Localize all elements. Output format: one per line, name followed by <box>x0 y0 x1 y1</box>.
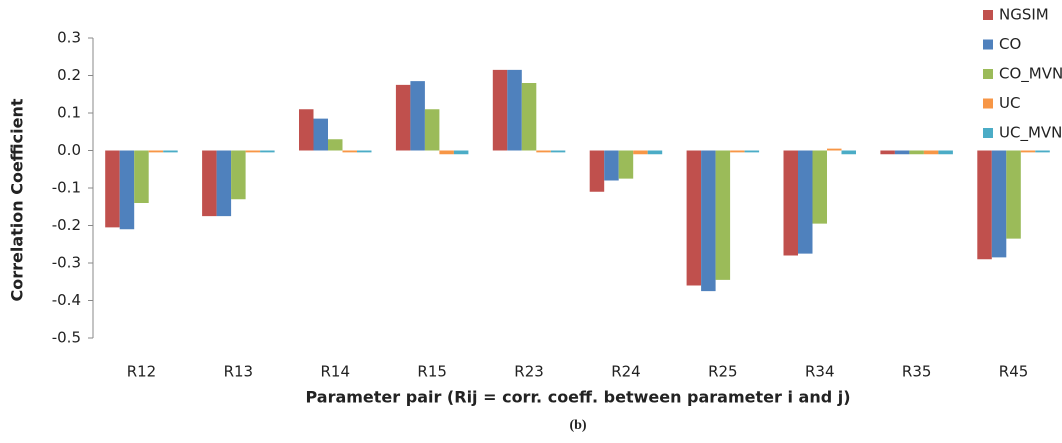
legend-label: UC <box>999 94 1020 112</box>
bar <box>686 150 702 286</box>
legend-swatch <box>983 39 993 50</box>
y-tick-label: -0.2 <box>52 216 81 234</box>
bar <box>1035 150 1050 153</box>
bar <box>357 150 372 153</box>
x-tick-label: R13 <box>224 363 254 381</box>
bar <box>938 150 953 155</box>
bar <box>827 148 842 151</box>
x-tick-label: R35 <box>902 363 932 381</box>
legend-swatch <box>983 98 993 109</box>
bar <box>395 84 411 151</box>
bar <box>991 150 1007 258</box>
bar <box>163 150 178 153</box>
legend-swatch <box>983 10 993 20</box>
legend-swatch <box>983 128 993 138</box>
x-tick-label: R23 <box>514 363 544 381</box>
x-tick-label: R25 <box>708 363 738 381</box>
legend-label: CO <box>999 35 1021 53</box>
bar <box>299 109 314 151</box>
y-tick-label: -0.5 <box>52 329 81 347</box>
bar <box>633 150 648 155</box>
bar <box>536 150 551 153</box>
bar <box>453 150 469 155</box>
bar <box>730 150 745 153</box>
bar <box>550 150 566 153</box>
x-tick-label: R12 <box>127 363 157 381</box>
bar <box>342 150 357 153</box>
bar <box>841 150 856 155</box>
y-tick-label: -0.3 <box>52 254 81 272</box>
bar <box>148 150 164 153</box>
y-axis-title: Correlation Coefficient <box>8 98 27 301</box>
x-axis-title: Parameter pair (Rij = corr. coeff. betwe… <box>305 388 850 407</box>
bar <box>134 150 149 203</box>
y-tick-label: 0.1 <box>57 104 81 122</box>
bar <box>894 150 910 155</box>
legend-label: CO_MVN <box>999 65 1062 84</box>
bar <box>410 81 425 151</box>
bar <box>880 150 895 155</box>
x-tick-label: R14 <box>320 363 350 381</box>
caption: (b) <box>569 418 586 433</box>
bar <box>521 83 537 151</box>
bar <box>313 118 328 151</box>
bar <box>604 150 619 181</box>
x-tick-label: R45 <box>999 363 1029 381</box>
y-tick-label: 0.2 <box>57 66 81 84</box>
bar <box>507 69 522 151</box>
bar <box>744 150 760 153</box>
bar <box>701 150 716 292</box>
legend-label: UC_MVN <box>999 124 1062 143</box>
y-tick-label: -0.4 <box>52 291 81 309</box>
bar <box>715 150 731 280</box>
bar <box>1006 150 1021 239</box>
bar <box>245 150 261 153</box>
bar <box>216 150 232 217</box>
bar <box>618 150 634 179</box>
bar <box>798 150 813 254</box>
bar <box>812 150 827 224</box>
bar <box>119 150 135 230</box>
x-tick-label: R34 <box>805 363 835 381</box>
y-tick-label: -0.1 <box>52 179 81 197</box>
bar <box>260 150 275 153</box>
bar <box>647 150 663 155</box>
bar <box>105 150 120 228</box>
bar <box>1020 150 1036 153</box>
bar <box>977 150 992 260</box>
x-tick-label: R15 <box>417 363 447 381</box>
x-tick-label: R24 <box>611 363 641 381</box>
legend-label: NGSIM <box>999 6 1049 24</box>
bar <box>909 150 924 155</box>
bar <box>923 150 939 155</box>
bar <box>589 150 605 192</box>
y-tick-label: 0.3 <box>57 29 81 47</box>
bar <box>783 150 798 256</box>
bar <box>424 109 440 151</box>
bar <box>231 150 246 200</box>
bar <box>202 150 217 217</box>
bar <box>492 69 508 151</box>
legend-swatch <box>983 69 993 79</box>
y-tick-label: 0.0 <box>57 141 81 159</box>
bar <box>439 150 454 155</box>
bar <box>328 139 343 151</box>
